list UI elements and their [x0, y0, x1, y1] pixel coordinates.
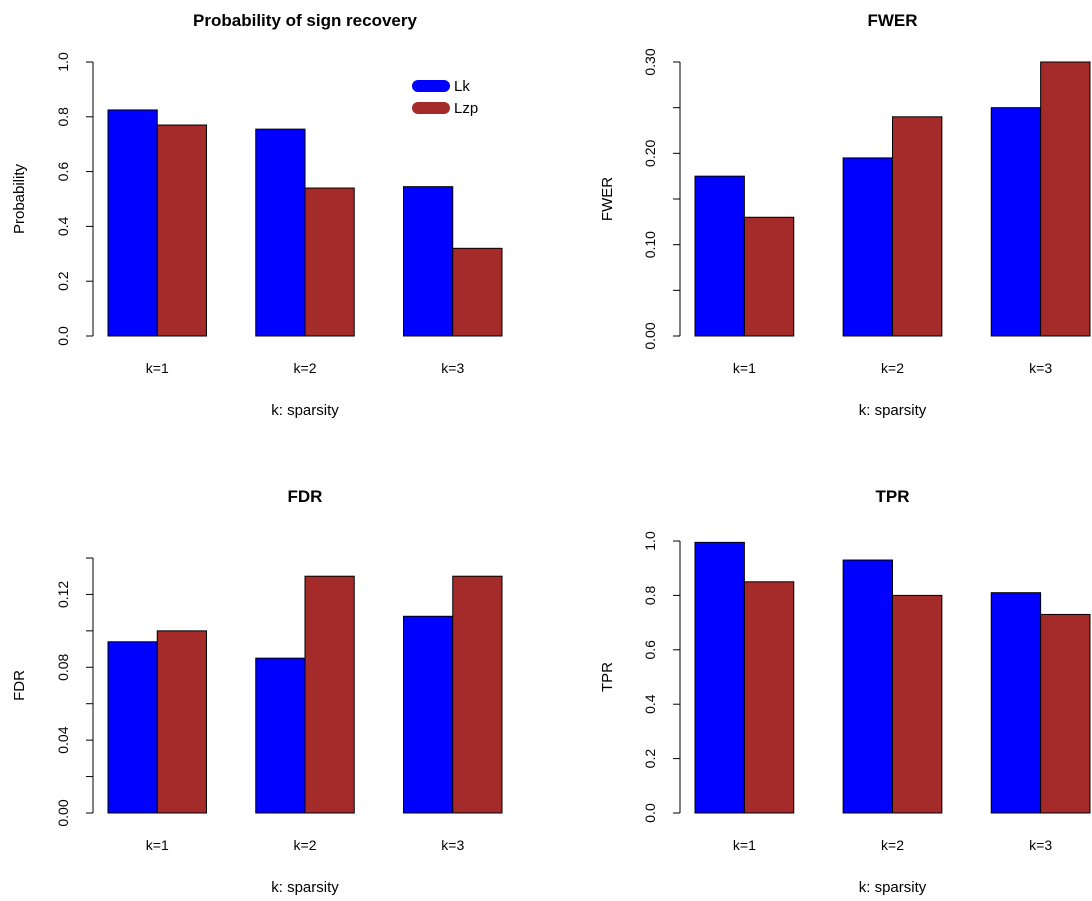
bar-lk-k3: [403, 615, 454, 814]
y-tick-label: 0.8: [642, 585, 658, 605]
bar-lzp-k3: [1040, 613, 1091, 814]
x-category-label: k=2: [881, 360, 904, 376]
y-tick-label: 0.08: [55, 653, 71, 680]
y-tick-label: 0.0: [55, 326, 71, 346]
y-tick-label: 0.04: [55, 726, 71, 753]
x-category-label: k=1: [733, 837, 756, 853]
chart-title: TPR: [876, 487, 910, 506]
x-category-label: k=2: [294, 360, 317, 376]
bar-lk-k3: [990, 107, 1042, 337]
bar-lk-k1: [694, 541, 745, 814]
x-category-label: k=3: [1029, 360, 1052, 376]
y-axis-label: FDR: [11, 670, 28, 701]
x-category-label: k=3: [1029, 837, 1052, 853]
y-tick-label: 0.10: [642, 231, 658, 258]
bar-lzp-k2: [304, 187, 355, 337]
y-tick-label: 0.8: [55, 107, 71, 127]
bar-lzp-k1: [743, 581, 795, 814]
y-tick-label: 0.00: [642, 322, 658, 349]
bar-lk-k2: [842, 157, 893, 337]
y-axis-label: FWER: [599, 177, 616, 221]
y-tick-label: 0.6: [55, 162, 71, 182]
x-category-label: k=1: [733, 360, 756, 376]
bar-lzp-k1: [156, 630, 207, 814]
bar-lk-k2: [842, 559, 893, 814]
legend-label-lk: Lk: [454, 78, 470, 95]
x-category-label: k=3: [441, 360, 464, 376]
y-tick-label: 0.2: [642, 749, 658, 769]
chart-panel-4: TPR 0.0 0.2 0.4 0.6 0.8 1.0 TPR k=1 k=2 k=3 k: spar…: [599, 487, 1091, 896]
chart-panel-3: FDR 0.00 0.04 0.08 0.12 FDR k=1 k=2 k=3 k: sparsi…: [11, 487, 503, 896]
y-axis-label: Probability: [11, 163, 28, 234]
y-tick-label: 0.12: [55, 581, 71, 608]
y-tick-label: 0.2: [55, 271, 71, 291]
y-tick-label: 0.4: [55, 216, 71, 236]
y-tick-label: 0.6: [642, 640, 658, 660]
bar-lzp-k3: [452, 575, 503, 814]
x-axis-label: k: sparsity: [271, 879, 339, 896]
y-tick-label: 0.00: [55, 799, 71, 826]
x-axis-label: k: sparsity: [859, 402, 927, 419]
bar-lzp-k2: [892, 116, 943, 337]
bar-lzp-k3: [1040, 61, 1091, 337]
y-tick-label: 0.20: [642, 139, 658, 166]
bar-lk-k2: [255, 128, 306, 337]
x-category-label: k=1: [146, 837, 169, 853]
bar-lzp-k1: [156, 124, 207, 337]
x-axis-label: k: sparsity: [271, 402, 339, 419]
chart-panel-2: FWER 0.00 0.10 0.20 0.30 FWER k=1 k=2 k=3 k: spar…: [599, 11, 1091, 419]
bar-lk-k2: [255, 657, 306, 814]
x-category-label: k=2: [881, 837, 904, 853]
chart-panel-1: Probability of sign recovery 0.0 0.2 0.4 0.6…: [11, 11, 503, 419]
legend-label-lzp: Lzp: [454, 100, 478, 117]
bar-lk-k1: [107, 109, 158, 337]
bar-lk-k3: [990, 592, 1042, 814]
x-category-label: k=2: [294, 837, 317, 853]
bar-lzp-k3: [452, 247, 503, 337]
bar-lzp-k2: [892, 594, 943, 814]
bar-lk-k1: [107, 641, 158, 814]
bar-lzp-k1: [743, 216, 795, 337]
legend: Lk Lzp: [412, 78, 478, 117]
y-tick-label: 1.0: [55, 52, 71, 72]
y-tick-label: 0.30: [642, 48, 658, 75]
y-tick-label: 1.0: [642, 531, 658, 551]
y-tick-label: 0.4: [642, 694, 658, 714]
x-axis-label: k: sparsity: [859, 879, 927, 896]
chart-title: FDR: [288, 487, 323, 506]
y-axis-label: TPR: [599, 662, 616, 692]
chart-title: Probability of sign recovery: [193, 11, 417, 30]
x-category-label: k=3: [441, 837, 464, 853]
chart-title: FWER: [867, 11, 917, 30]
x-category-label: k=1: [146, 360, 169, 376]
bar-lk-k3: [403, 186, 454, 337]
y-tick-label: 0.0: [642, 803, 658, 823]
bar-lzp-k2: [304, 575, 355, 814]
bar-lk-k1: [694, 175, 745, 337]
